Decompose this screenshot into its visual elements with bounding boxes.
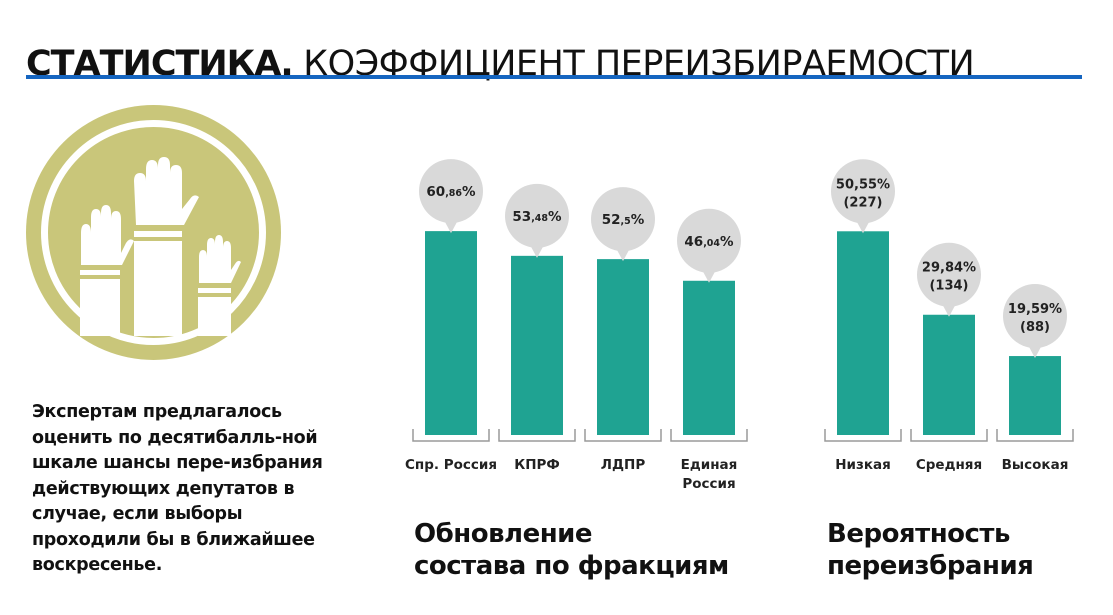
description-text: Экспертам предлагалось оценить по десяти… [32,402,323,575]
data-label: 29,84% [922,261,976,276]
value-bubble: 50,55% (227) [831,159,895,234]
value-bubble: 46,04% [677,208,741,283]
data-label: (134) [929,279,968,294]
bar-group: 50,55% (227) Низкая [824,159,902,473]
category-label: Низкая [835,457,891,473]
category-bracket [910,429,988,442]
data-label: 52,5% [602,212,645,228]
value-bubble: 19,59% (88) [1003,284,1067,359]
bar [923,314,975,435]
category-label: Средняя [916,457,982,473]
data-label: (227) [843,195,882,210]
data-label: 46,04% [684,234,734,250]
page-title: СТАТИСТИКА. КОЭФФИЦИЕНТ ПЕРЕИЗБИРАЕМОСТИ [26,46,975,89]
bar-group: 19,59% (88) Высокая [996,284,1074,473]
bar [683,280,735,435]
bar [511,255,563,435]
category-label: ЛДПР [601,457,646,473]
bar-group: 29,84% (134) Средняя [910,242,988,473]
data-label: 19,59% [1008,302,1062,317]
value-bubble: 29,84% (134) [917,242,981,317]
value-bubble: 52,5% [591,187,655,262]
bar-group: 60,86% Спр. Россия [405,159,497,473]
raised-hands-icon [26,105,281,360]
bar-group: 53,48% КПРФ [498,183,576,473]
reelection-probability-chart: 50,55% (227) Низкая 29,84% (134) Средняя 19,59… [824,159,1074,473]
category-bracket [996,429,1074,442]
category-bracket [412,429,490,442]
value-bubble: 53,48% [505,183,569,258]
category-bracket [584,429,662,442]
data-label: 53,48% [512,209,562,225]
bar [1009,356,1061,435]
bar-group: 46,04% Единая Россия [670,208,748,492]
category-label: Единая [681,457,738,473]
bar [425,231,477,435]
bar-group: 52,5% ЛДПР [584,187,662,473]
category-bracket [498,429,576,442]
category-bracket [670,429,748,442]
data-label: (88) [1020,320,1050,335]
category-bracket [824,429,902,442]
page-header: СТАТИСТИКА. КОЭФФИЦИЕНТ ПЕРЕИЗБИРАЕМОСТИ [26,24,1082,82]
bar [597,259,649,435]
data-label: 60,86% [426,184,476,200]
category-label: Спр. Россия [405,457,497,473]
faction-renewal-chart: 60,86% Спр. Россия 53,48% КПРФ 52,5% ЛДПР 46,0… [405,159,748,492]
header-rule [26,75,1082,79]
category-label: КПРФ [514,457,560,473]
data-label: 50,55% [836,177,890,192]
category-label: Россия [682,476,735,492]
bar [837,231,889,435]
faction-chart-title: Обновление состава по фракциям [414,519,729,581]
reelection-chart-title: Вероятность переизбрания [827,519,1034,581]
category-label: Высокая [1002,457,1069,473]
value-bubble: 60,86% [419,159,483,234]
